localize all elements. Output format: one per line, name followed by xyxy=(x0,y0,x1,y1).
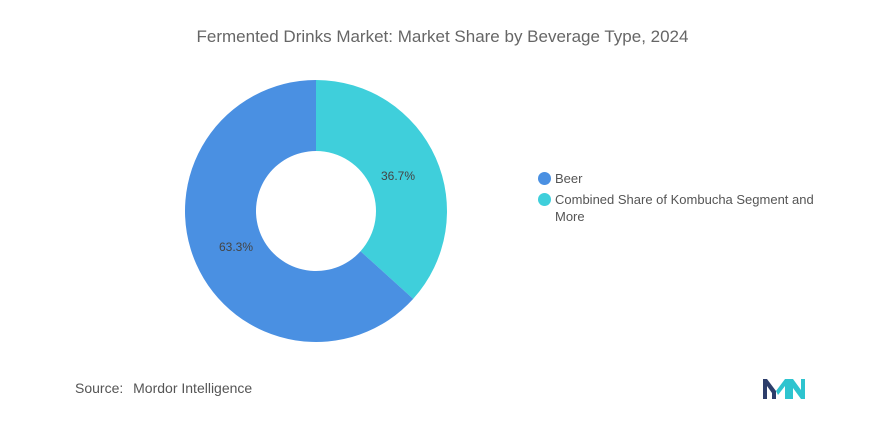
legend-label-kombucha: Combined Share of Kombucha Segment and M… xyxy=(555,192,814,224)
donut-slices xyxy=(185,80,448,342)
mordor-intelligence-logo-icon xyxy=(763,379,805,399)
donut-labels: 36.7% 63.3% xyxy=(219,169,415,254)
legend-swatch-kombucha xyxy=(538,193,551,206)
legend-swatch-beer xyxy=(538,172,551,185)
donut-slice-kombucha xyxy=(316,80,448,299)
slice-label-kombucha: 36.7% xyxy=(381,169,415,183)
chart-title: Fermented Drinks Market: Market Share by… xyxy=(196,27,689,46)
source-label: Source: xyxy=(75,380,124,396)
slice-label-beer: 63.3% xyxy=(219,240,253,254)
donut-slice-beer xyxy=(185,80,414,342)
legend-label-beer: Beer xyxy=(555,171,583,186)
legend: Beer Combined Share of Kombucha Segment … xyxy=(538,170,858,229)
legend-item-beer: Beer xyxy=(538,170,858,187)
source-value: Mordor Intelligence xyxy=(133,380,253,396)
legend-item-kombucha: Combined Share of Kombucha Segment and M… xyxy=(538,191,858,225)
source-note: Source: Mordor Intelligence xyxy=(75,380,252,396)
